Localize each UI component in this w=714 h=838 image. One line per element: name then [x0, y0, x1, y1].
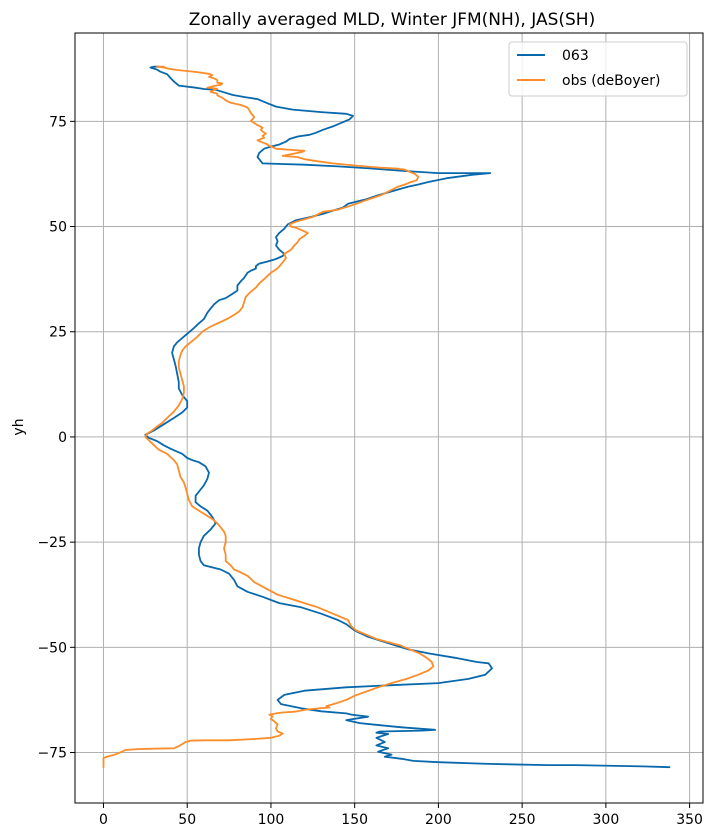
- y-tick-label: −50: [37, 640, 67, 656]
- series-line-063: [144, 65, 671, 769]
- series-line-obs-deboyer: [102, 65, 435, 769]
- x-tick-label: 50: [178, 812, 196, 828]
- y-tick-label: 75: [49, 114, 67, 130]
- x-tick-label: 0: [99, 812, 108, 828]
- grid: [75, 33, 703, 803]
- legend: 063 obs (deBoyer): [508, 41, 688, 97]
- plot-area-frame: [74, 32, 704, 804]
- y-tick-label: 25: [49, 325, 67, 341]
- y-tick-label: −25: [37, 535, 67, 551]
- ticks: 0 50 100 150 200 250 300 350 −75 −50 −25 0 25 50 75: [37, 114, 703, 828]
- y-tick-label: −75: [37, 746, 67, 762]
- x-tick-label: 150: [341, 812, 368, 828]
- chart-title: Zonally averaged MLD, Winter JFM(NH), JA…: [189, 10, 595, 30]
- series-layer: [102, 65, 671, 769]
- y-tick-label: 50: [49, 220, 67, 236]
- y-tick-label: 0: [58, 430, 67, 446]
- x-tick-label: 350: [676, 812, 703, 828]
- legend-label-063: 063: [562, 48, 589, 64]
- y-axis-label: yh: [11, 418, 27, 435]
- legend-label-obs-deboyer: obs (deBoyer): [562, 73, 660, 89]
- x-tick-label: 100: [258, 812, 285, 828]
- x-tick-label: 200: [425, 812, 452, 828]
- x-tick-label: 300: [593, 812, 620, 828]
- legend-box: [508, 41, 688, 97]
- x-tick-label: 250: [509, 812, 536, 828]
